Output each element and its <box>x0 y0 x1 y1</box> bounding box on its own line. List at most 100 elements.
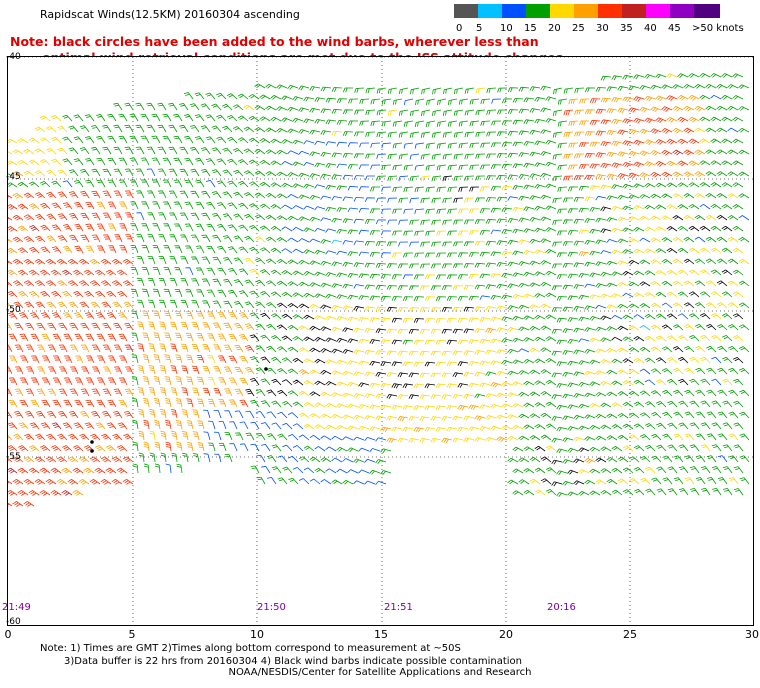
wind-barb <box>639 303 651 309</box>
wind-barb <box>683 280 695 287</box>
wind-barb <box>419 437 431 443</box>
wind-barb <box>622 183 634 189</box>
wind-barb <box>727 280 739 287</box>
wind-barb <box>562 437 574 443</box>
wind-barb <box>234 366 244 375</box>
wind-barb <box>446 339 458 345</box>
wind-barb <box>578 447 590 453</box>
wind-barb <box>314 119 326 124</box>
wind-barb <box>34 456 46 463</box>
wind-barb <box>243 104 255 111</box>
wind-barb <box>205 114 216 122</box>
wind-barb <box>298 390 310 397</box>
wind-barb <box>151 179 161 188</box>
wind-barb <box>644 292 656 298</box>
wind-barb <box>298 434 310 441</box>
wind-barb <box>314 162 326 168</box>
wind-barb <box>430 350 442 356</box>
wind-barb <box>102 168 112 177</box>
wind-barb <box>540 456 552 463</box>
wind-barb <box>56 456 68 463</box>
wind-barb <box>633 445 645 452</box>
wind-barb <box>595 195 607 201</box>
wind-barb <box>655 379 667 386</box>
wind-barb <box>298 347 310 353</box>
wind-barb <box>727 149 739 155</box>
wind-barb <box>138 452 145 463</box>
legend-swatch <box>670 4 696 18</box>
wind-barb <box>497 109 507 115</box>
wind-barb <box>469 164 480 170</box>
wind-barb <box>611 162 623 168</box>
wind-barb <box>149 408 156 419</box>
wind-barb <box>255 301 266 309</box>
wind-barb <box>710 225 722 232</box>
wind-barb <box>342 327 354 333</box>
wind-barb <box>589 446 601 452</box>
wind-barb <box>655 160 667 167</box>
wind-barb <box>228 333 238 342</box>
wind-barb <box>287 84 299 90</box>
wind-barb <box>309 238 321 243</box>
wind-barb <box>91 322 101 331</box>
wind-barb <box>446 317 458 323</box>
wind-barb <box>562 459 574 464</box>
credit-line: NOAA/NESDIS/Center for Satellite Applica… <box>228 667 532 678</box>
wind-barb <box>119 201 128 210</box>
wind-barb <box>562 306 574 312</box>
wind-barb <box>353 327 365 333</box>
wind-barb <box>677 313 689 320</box>
wind-barb <box>700 422 711 430</box>
wind-barb <box>485 197 497 202</box>
wind-barb <box>628 347 640 353</box>
wind-barb <box>80 190 90 199</box>
wind-barb <box>248 137 260 144</box>
wind-barb <box>738 106 750 111</box>
wind-barb <box>584 131 596 137</box>
wind-barb <box>419 329 431 334</box>
wind-barb <box>728 433 739 441</box>
wind-barb <box>738 258 750 265</box>
wind-barb <box>228 311 238 320</box>
wind-barb <box>89 478 101 485</box>
wind-barb <box>248 159 260 166</box>
wind-barb <box>213 344 222 353</box>
wind-barb <box>688 247 700 254</box>
wind-barb <box>600 228 612 234</box>
wind-barb <box>496 283 508 289</box>
wind-barb <box>195 223 205 232</box>
wind-barb <box>419 285 431 291</box>
wind-barb <box>453 131 464 138</box>
wind-barb <box>13 433 24 441</box>
wind-barb <box>540 325 552 331</box>
wind-barb <box>534 140 546 146</box>
wind-barb <box>376 175 387 181</box>
wind-barb <box>452 350 464 356</box>
wind-barb <box>534 293 546 298</box>
wind-barb <box>58 322 68 331</box>
wind-barb <box>710 291 722 298</box>
wind-barb <box>111 478 123 485</box>
wind-barb <box>688 225 700 232</box>
wind-barb <box>496 240 508 246</box>
wind-barb <box>180 321 189 331</box>
wind-barb <box>162 135 172 144</box>
wind-barb <box>666 357 678 364</box>
wind-barb <box>314 184 326 189</box>
wind-barb <box>699 182 711 188</box>
wind-barb <box>639 237 651 243</box>
wind-barb <box>30 333 40 342</box>
wind-barb <box>622 271 634 276</box>
wind-barb <box>552 131 563 138</box>
wind-barb <box>512 119 524 125</box>
x-tick-label: 30 <box>745 628 759 641</box>
wind-barb <box>518 174 530 179</box>
wind-barb <box>617 216 629 222</box>
wind-barb <box>534 96 546 102</box>
wind-barb <box>137 299 145 309</box>
wind-barb <box>96 157 106 166</box>
wind-barb <box>140 135 150 144</box>
wind-barb <box>353 458 365 464</box>
wind-barb <box>447 164 458 171</box>
wind-barb <box>192 409 200 419</box>
